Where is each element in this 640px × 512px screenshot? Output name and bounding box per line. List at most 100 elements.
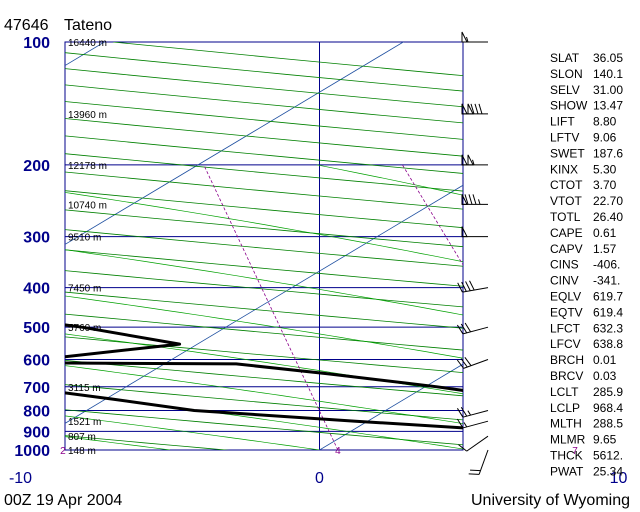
mixing-ratio-label: 7 (572, 446, 578, 457)
index-name: LFCT (550, 321, 581, 335)
dry-adiabat (65, 190, 463, 229)
mixing-ratio-line (203, 164, 339, 450)
moist-adiabat (65, 249, 463, 316)
wind-barb (456, 407, 489, 418)
wind-barb-half-flag (463, 422, 468, 428)
wind-barb (456, 356, 489, 369)
wind-barb-half-flag (467, 410, 472, 416)
index-value: 968.4 (593, 401, 623, 415)
wind-barb-flag (472, 194, 477, 205)
index-value: 187.6 (593, 146, 623, 160)
index-name: EQTV (550, 305, 583, 319)
index-value: 31.00 (593, 83, 623, 97)
index-name: LCLP (550, 401, 580, 415)
wind-barb-flag (460, 323, 468, 334)
wind-barb (461, 154, 488, 166)
background-lines (0, 42, 463, 459)
wind-barb (461, 194, 488, 205)
index-value: 3.70 (593, 178, 617, 192)
wind-barb-pennant (461, 154, 468, 166)
height-label: 9510 m (68, 233, 101, 244)
dry-adiabat (0, 42, 21, 459)
index-name: SLON (550, 67, 583, 81)
index-name: CINS (550, 258, 579, 272)
mixing-ratio-label: 4 (335, 446, 341, 457)
mixing-ratio-line (402, 164, 463, 266)
wind-barb-pennant (461, 103, 468, 115)
height-label: 10740 m (68, 200, 107, 211)
wind-barb-shaft (463, 359, 489, 369)
wind-barb-flag (456, 418, 464, 429)
isotherm-line (65, 42, 405, 245)
wind-barb-pennant (461, 194, 468, 205)
wind-barb-flag (456, 408, 464, 418)
wind-barb-half-flag (478, 199, 481, 205)
mixing-ratio-labels: 0.10.412471016243240g/kg (60, 446, 578, 457)
index-value: 0.61 (593, 226, 617, 240)
index-name: PWAT (550, 464, 584, 478)
station-name: Tateno (64, 17, 112, 34)
index-name: BRCH (550, 353, 584, 367)
index-name: CAPV (550, 242, 583, 256)
index-value: 1.57 (593, 242, 617, 256)
index-value: 619.7 (593, 290, 623, 304)
height-label: 1521 m (68, 417, 101, 428)
isotherm-line (65, 42, 106, 67)
wind-barb-flag (469, 280, 475, 291)
wind-barb-flag (460, 358, 468, 368)
index-name: LIFT (550, 115, 575, 129)
index-value: 288.5 (593, 417, 623, 431)
wind-barbs (456, 31, 489, 475)
chart-grid (64, 41, 464, 451)
moist-adiabat (65, 392, 463, 450)
wind-barb-flag (468, 473, 480, 475)
wind-barb-shaft (478, 449, 489, 475)
index-name: CAPE (550, 226, 583, 240)
temperature-profile (65, 323, 463, 392)
pressure-tick-label: 800 (23, 403, 50, 420)
index-value: 0.03 (593, 369, 617, 383)
wind-barb (461, 31, 488, 43)
index-name: SHOW (550, 99, 588, 113)
pressure-tick-label: 300 (23, 230, 50, 247)
index-value: 5612. (593, 449, 623, 463)
moist-adiabat (65, 333, 463, 395)
index-name: LFCV (550, 337, 581, 351)
index-name: CTOT (550, 178, 583, 192)
height-label: 12178 m (68, 161, 107, 172)
index-value: 26.40 (593, 210, 623, 224)
wind-barb-shaft (466, 435, 489, 452)
wind-barb-flag (458, 444, 468, 452)
temperature-tick-label: 0 (315, 470, 324, 487)
pressure-tick-label: 700 (23, 380, 50, 397)
wind-barb (457, 280, 489, 293)
dry-adiabat (65, 336, 463, 373)
wind-barb-pennant (461, 31, 468, 43)
wind-barb (461, 103, 488, 115)
index-value: 285.9 (593, 385, 623, 399)
pressure-tick-label: 200 (23, 158, 50, 175)
index-name: SWET (550, 146, 585, 160)
wind-barb-half-flag (466, 36, 469, 43)
index-name: LCLT (550, 385, 579, 399)
index-name: VTOT (550, 194, 582, 208)
wind-barb-flag (464, 322, 472, 333)
pressure-tick-label: 1000 (14, 443, 50, 460)
isotherm-line (65, 184, 463, 424)
height-label: 3115 m (68, 383, 101, 394)
plot-frame (64, 41, 464, 451)
isotherm-line (318, 363, 463, 450)
index-value: 619.4 (593, 305, 623, 319)
mixing-ratio-label: 2 (60, 446, 66, 457)
height-label: 148 m (68, 446, 96, 457)
wind-barb (456, 322, 489, 335)
index-value: 632.3 (593, 321, 623, 335)
index-value: 8.80 (593, 115, 617, 129)
wind-barb-flag (465, 281, 471, 291)
index-value: 9.06 (593, 131, 617, 145)
wind-barb-flag (460, 407, 468, 417)
height-label: 13960 m (68, 110, 107, 121)
height-label: 16440 m (68, 38, 107, 49)
wind-barb-half-flag (472, 159, 475, 165)
